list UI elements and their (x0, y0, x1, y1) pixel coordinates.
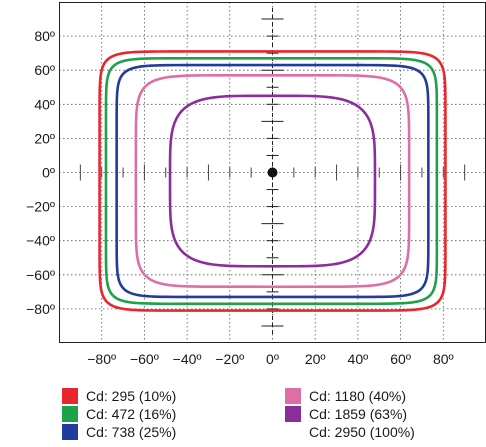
isocandela-curve (134, 74, 411, 289)
isocandela-curve (115, 63, 430, 299)
y-tick-label: −60º (26, 267, 55, 283)
y-tick-label: −40º (26, 233, 55, 249)
y-tick-label: 80º (34, 28, 55, 44)
x-tick-label: −40º (173, 351, 202, 367)
x-tick-label: 0º (266, 351, 279, 367)
x-tick-label: −60º (130, 351, 159, 367)
y-tick-label: 60º (34, 62, 55, 78)
x-tick-label: 80º (433, 351, 454, 367)
x-tick-label: 40º (348, 351, 369, 367)
center-point (267, 167, 278, 178)
x-tick-label: 20º (305, 351, 326, 367)
y-tick-label: 20º (34, 130, 55, 146)
tick-labels: 80º 60º 40º 20º 0º −20º −40º −60º −80º −80º −60º −4… (26, 28, 454, 367)
isocandela-curve (168, 94, 377, 268)
y-tick-label: −80º (26, 301, 55, 317)
x-tick-label: −80º (87, 351, 116, 367)
y-tick-label: −20º (26, 199, 55, 215)
isocandela-curve (104, 56, 439, 306)
x-tick-label: −20º (215, 351, 244, 367)
x-tick-label: 60º (390, 351, 411, 367)
y-tick-label: 40º (34, 96, 55, 112)
isocandela-curves (98, 50, 447, 312)
y-tick-label: 0º (42, 165, 55, 181)
isocandela-curve (98, 50, 447, 312)
